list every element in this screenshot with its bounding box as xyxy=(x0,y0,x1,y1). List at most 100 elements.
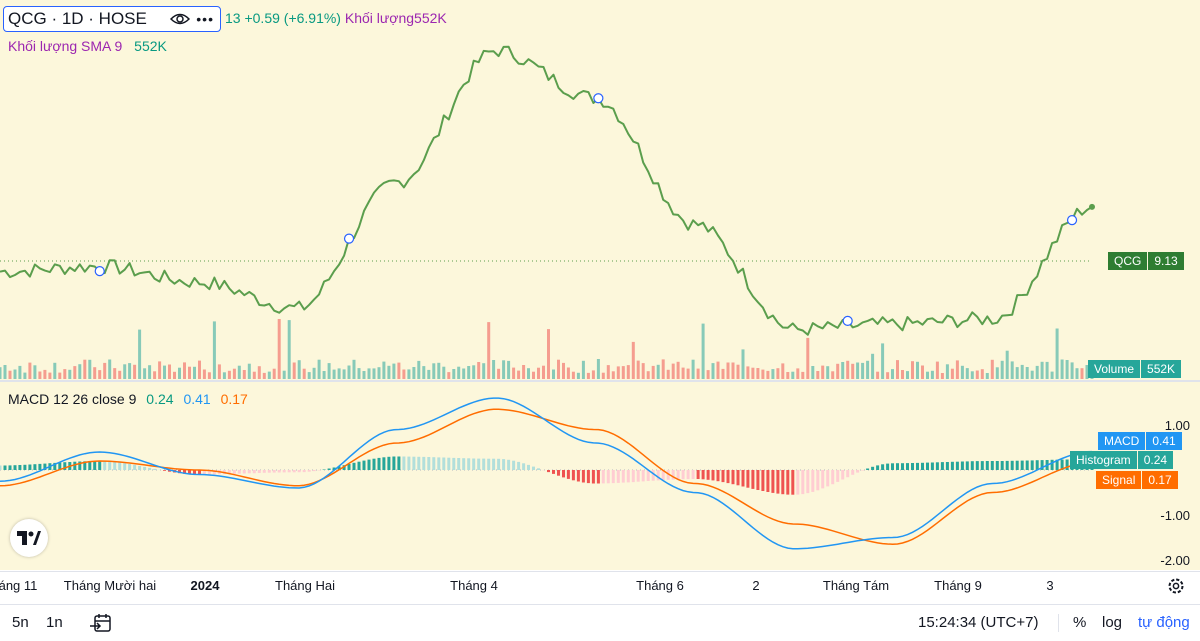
volume-bar xyxy=(612,371,615,379)
volume-bar xyxy=(602,373,605,379)
event-marker[interactable] xyxy=(1068,216,1077,225)
percent-toggle[interactable]: % xyxy=(1073,614,1086,631)
volume-bar xyxy=(348,366,351,380)
event-marker[interactable] xyxy=(345,234,354,243)
histogram-bar xyxy=(712,470,715,480)
volume-bar xyxy=(183,362,186,379)
volume-bar xyxy=(572,372,575,379)
histogram-bar xyxy=(811,470,814,492)
volume-bar xyxy=(333,370,336,379)
volume-bar xyxy=(53,363,56,379)
volume-bar xyxy=(647,371,650,379)
sma-label: Khối lượng SMA 9 xyxy=(8,38,122,54)
histogram-bar xyxy=(487,459,490,470)
histogram-bar xyxy=(273,470,276,473)
histogram-tag: Histogram 0.24 xyxy=(1070,451,1173,469)
histogram-bar xyxy=(38,464,41,470)
macd-signal-value: 0.17 xyxy=(221,391,248,407)
histogram-bar xyxy=(786,470,789,495)
volume-bar xyxy=(477,362,480,379)
volume-bar xyxy=(926,372,929,379)
volume-bar xyxy=(278,319,281,379)
volume-bar xyxy=(986,373,989,379)
volume-bar xyxy=(422,366,425,379)
volume-bar xyxy=(1081,368,1084,379)
histogram-bar xyxy=(138,466,141,470)
eye-icon[interactable] xyxy=(170,12,190,26)
volume-bar xyxy=(358,368,361,379)
volume-bar xyxy=(467,366,470,379)
settings-gear-icon[interactable] xyxy=(1166,576,1186,596)
volume-bar xyxy=(88,360,91,379)
macd-label: MACD 12 26 close 9 xyxy=(8,391,136,407)
histogram-bar xyxy=(761,470,764,491)
volume-bar xyxy=(168,365,171,380)
volume-bar xyxy=(143,368,146,379)
auto-scale-toggle[interactable]: tự động xyxy=(1138,614,1190,631)
volume-bar xyxy=(906,371,909,379)
volume-bar xyxy=(0,367,2,379)
volume-bar xyxy=(203,370,206,380)
volume-bar xyxy=(966,368,969,379)
volume-bar xyxy=(976,371,979,380)
event-marker[interactable] xyxy=(843,316,852,325)
volume-bar xyxy=(1026,367,1029,379)
histogram-bar xyxy=(447,458,450,470)
more-dots-icon[interactable]: ••• xyxy=(196,11,214,27)
volume-bar xyxy=(732,363,735,380)
volume-bar xyxy=(961,366,964,379)
volume-bar xyxy=(313,368,316,379)
volume-bar xyxy=(93,367,96,379)
histogram-bar xyxy=(981,461,984,470)
histogram-bar xyxy=(572,470,575,480)
volume-bar xyxy=(293,363,296,380)
event-marker[interactable] xyxy=(594,94,603,103)
volume-bar xyxy=(1016,367,1019,379)
histogram-bar xyxy=(861,470,864,471)
volume-bar xyxy=(742,349,745,379)
volume-bar xyxy=(702,324,705,379)
signal-tag-name: Signal xyxy=(1096,471,1141,489)
histogram-bar xyxy=(9,465,12,470)
volume-bar xyxy=(78,364,81,379)
volume-bar xyxy=(18,366,21,379)
signal-tag-value: 0.17 xyxy=(1142,471,1177,489)
histogram-bar xyxy=(293,470,296,472)
log-toggle[interactable]: log xyxy=(1102,614,1122,631)
volume-bar xyxy=(353,360,356,379)
volume-bar xyxy=(283,371,286,379)
clock[interactable]: 15:24:34 (UTC+7) xyxy=(918,614,1038,631)
volume-bar xyxy=(118,371,121,379)
histogram-bar xyxy=(911,463,914,470)
symbol-selector[interactable]: QCG · 1D · HOSE ••• xyxy=(3,6,221,32)
histogram-bar xyxy=(901,463,904,470)
volume-bar xyxy=(597,359,600,379)
calendar-range-icon[interactable] xyxy=(90,613,112,633)
tradingview-logo-icon[interactable] xyxy=(10,519,48,557)
histogram-bar xyxy=(876,465,879,470)
volume-bar xyxy=(727,363,730,380)
histogram-bar xyxy=(387,457,390,470)
histogram-bar xyxy=(632,470,635,482)
histogram-bar xyxy=(263,470,266,473)
volume-bar xyxy=(437,363,440,379)
volume-bar xyxy=(916,362,919,379)
range-1y-button[interactable]: 1n xyxy=(46,614,63,631)
histogram-bar xyxy=(442,458,445,471)
histogram-bar xyxy=(791,470,794,495)
histogram-bar xyxy=(462,458,465,470)
volume-bar xyxy=(672,364,675,379)
histogram-bar xyxy=(507,460,510,470)
macd-pane-background xyxy=(0,382,1200,570)
time-axis-tick: Tháng Hai xyxy=(275,578,335,593)
range-5y-button[interactable]: 5n xyxy=(12,614,29,631)
event-marker[interactable] xyxy=(95,267,104,276)
volume-bar xyxy=(801,372,804,379)
volume-bar xyxy=(213,321,216,379)
volume-bar xyxy=(781,363,784,379)
histogram-bar xyxy=(437,457,440,470)
histogram-bar xyxy=(1021,461,1024,470)
volume-bar xyxy=(148,365,151,379)
volume-bar xyxy=(318,360,321,379)
